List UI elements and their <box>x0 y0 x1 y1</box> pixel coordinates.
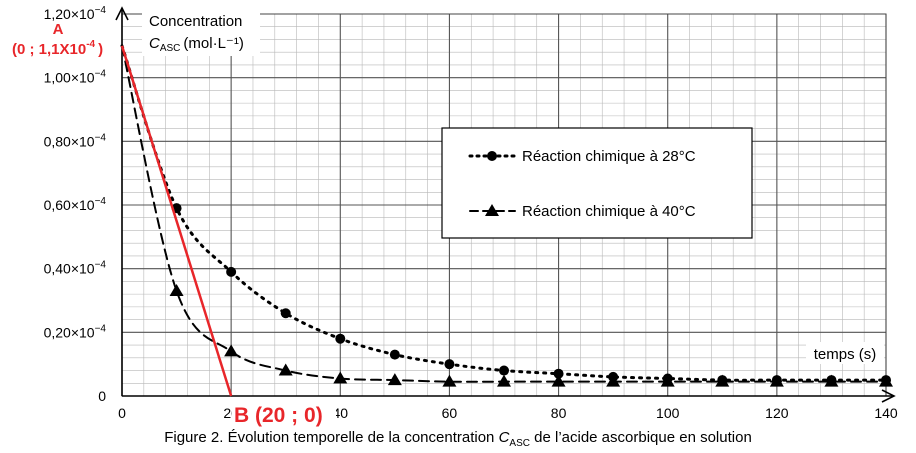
caption-prefix: Figure 2. Évolution temporelle de la con… <box>164 429 499 446</box>
x-tick-label: 0 <box>118 405 126 421</box>
data-point-triangle <box>879 374 893 387</box>
data-point-triangle <box>551 374 566 387</box>
point-a-coords-text: (0 ; 1,1X10 <box>12 41 86 58</box>
y-tick-labels: 00,20×10−40,40×10−40,60×10−40,80×10−41,0… <box>44 5 107 404</box>
y-tick-times: ×10 <box>71 6 95 22</box>
data-point-triangle <box>278 363 293 376</box>
x-tick-label: 80 <box>551 405 567 421</box>
series-layer <box>120 44 893 387</box>
y-tick-mantissa: 0,60 <box>44 197 71 213</box>
y-tick-exponent: −4 <box>95 196 107 207</box>
data-point-triangle <box>442 374 457 387</box>
y-axis-symbol: C <box>149 35 160 52</box>
x-tick-label: 140 <box>874 405 898 421</box>
data-point-circle <box>226 266 237 277</box>
y-axis-subscript: ASC <box>160 43 181 54</box>
x-tick-label: 100 <box>656 405 680 421</box>
legend-box <box>441 127 753 239</box>
data-point-circle <box>335 333 346 344</box>
x-tick-label: 60 <box>442 405 458 421</box>
point-b-box <box>232 403 336 427</box>
point-a-coords-close: ) <box>98 41 103 58</box>
tangent-layer <box>120 45 233 397</box>
x-tick-labels: 0 20 40 60 80 100 120 140 <box>118 405 898 421</box>
legend-label-1: Réaction chimique à 28°C <box>522 148 696 165</box>
tangent-line <box>120 45 233 397</box>
y-tick-times: ×10 <box>71 133 95 149</box>
y-axis-unit: (mol·L⁻¹) <box>183 35 243 52</box>
y-tick-mantissa: 0,80 <box>44 133 71 149</box>
y-tick-exponent: −4 <box>95 5 107 16</box>
y-axis-arrow <box>115 6 129 21</box>
point-a-label: A <box>53 21 64 38</box>
data-point-circle <box>280 308 291 319</box>
y-tick-exponent: −4 <box>95 260 107 271</box>
data-point-triangle <box>606 374 621 387</box>
data-point-circle <box>499 365 509 376</box>
y-tick-exponent: −4 <box>95 323 107 334</box>
x-label-box <box>806 342 884 364</box>
data-point-triangle <box>333 371 348 384</box>
data-point-circle <box>444 359 455 370</box>
y-tick-mantissa: 1,00 <box>44 70 71 86</box>
x-tick-label: 120 <box>765 405 789 421</box>
legend: Réaction chimique à 28°C Réaction chimiqu… <box>441 127 753 239</box>
caption-symbol: C <box>498 429 510 446</box>
y-axis-title-line2: CASC (mol·L⁻¹) <box>149 35 244 54</box>
y-tick-label: 1,20×10−4 <box>44 5 107 22</box>
y-tick-label: 0,20×10−4 <box>44 323 107 340</box>
data-point-triangle <box>387 373 402 386</box>
x-axis-title: temps (s) <box>814 346 877 363</box>
y-tick-times: ×10 <box>71 70 95 86</box>
axis-title-layer: Concentration CASC (mol·L⁻¹) temps (s) <box>142 8 884 364</box>
data-point-triangle <box>824 374 839 387</box>
data-point-circle <box>553 368 564 379</box>
y-tick-mantissa: 1,20 <box>44 6 71 22</box>
data-point-triangle <box>660 374 675 387</box>
data-point-circle <box>389 349 400 360</box>
point-a-box <box>8 37 120 59</box>
y-tick-label: 0,40×10−4 <box>44 260 107 277</box>
y-tick-times: ×10 <box>71 324 95 340</box>
y-tick-label: 1,00×10−4 <box>44 69 107 86</box>
y-tick-mantissa: 0,40 <box>44 261 71 277</box>
y-tick-label: 0 <box>98 388 106 404</box>
data-point-triangle <box>769 374 784 387</box>
y-tick-label: 0,80×10−4 <box>44 132 107 149</box>
y-tick-mantissa: 0,20 <box>44 324 71 340</box>
point-b-label: B (20 ; 0) <box>234 404 323 427</box>
series-line-2 <box>121 44 887 383</box>
point-a-coords-exp: -4 <box>86 39 95 50</box>
y-tick-times: ×10 <box>71 261 95 277</box>
figure-caption: Figure 2. Évolution temporelle de la con… <box>0 429 916 449</box>
axes <box>115 6 896 403</box>
y-tick-label: 0,60×10−4 <box>44 196 107 213</box>
y-tick-exponent: −4 <box>95 69 107 80</box>
data-point-triangle <box>715 374 730 387</box>
legend-label-2: Réaction chimique à 40°C <box>522 203 696 220</box>
legend-marker-circle <box>487 151 497 161</box>
series-line-1 <box>120 44 888 382</box>
x-axis-arrow <box>881 389 896 403</box>
legend-marker-triangle <box>485 204 499 216</box>
caption-subscript: ASC <box>509 438 530 449</box>
data-point-triangle <box>497 374 511 387</box>
data-point-triangle <box>224 344 239 357</box>
y-axis-title-line1: Concentration <box>149 13 242 30</box>
data-point-triangle <box>169 283 184 296</box>
y-tick-mantissa: 0 <box>98 388 106 404</box>
caption-suffix: de l’acide ascorbique en solution <box>529 429 752 446</box>
y-tick-times: ×10 <box>71 197 95 213</box>
y-tick-exponent: −4 <box>95 132 107 143</box>
point-a-coords: (0 ; 1,1X10-4) <box>12 39 103 58</box>
annotation-layer: A(0 ; 1,1X10-4)B (20 ; 0) <box>8 21 336 427</box>
y-label-box <box>142 8 260 56</box>
x-tick-label: 40 <box>332 405 348 421</box>
